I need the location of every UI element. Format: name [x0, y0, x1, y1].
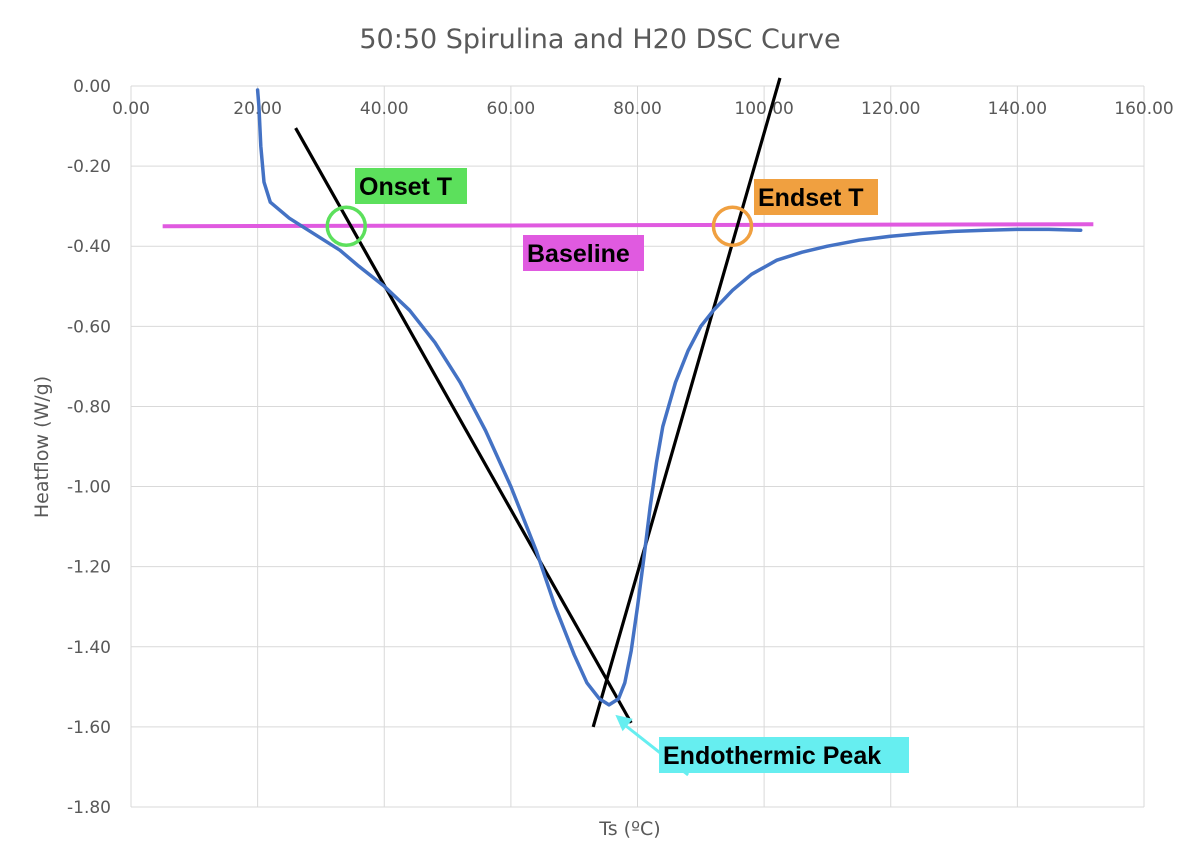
y-tick-labels: 0.00 -0.20 -0.40 -0.60 -0.80 -1.00 -1.20 -1.40 -…	[67, 77, 111, 818]
y-tick-label: -1.20	[67, 558, 111, 578]
x-tick-label: 60.00	[487, 99, 536, 119]
y-tick-label: -1.60	[67, 718, 111, 738]
x-tick-labels: 0.00 20.00 40.00 60.00 80.00 100.00 120.00 140.…	[112, 99, 1174, 119]
y-tick-label: -0.20	[67, 157, 111, 177]
baseline-label: Baseline	[527, 240, 630, 268]
baseline-label-box	[523, 235, 644, 271]
y-tick-label: -0.60	[67, 317, 111, 337]
endothermic-peak-label-box	[659, 737, 909, 773]
x-tick-label: 100.00	[734, 99, 793, 119]
y-gridlines	[131, 85, 1144, 808]
endothermic-peak-label: Endothermic Peak	[663, 742, 881, 770]
endset-label: Endset T	[758, 184, 864, 212]
onset-label: Onset T	[359, 173, 452, 201]
y-tick-label: -0.40	[67, 237, 111, 257]
endset-marker	[711, 205, 754, 247]
endset-label-box	[754, 179, 878, 215]
peak-arrow-head	[615, 714, 633, 732]
x-tick-label: 120.00	[861, 99, 920, 119]
y-tick-label: -1.40	[67, 638, 111, 658]
x-tick-label: 0.00	[112, 99, 150, 119]
series-layer	[255, 88, 1083, 707]
x-gridlines	[130, 86, 1145, 807]
heatflow-series-line	[255, 88, 1083, 707]
x-tick-label: 40.00	[360, 99, 409, 119]
reference-lines	[162, 77, 1094, 728]
chart-title: 50:50 Spirulina and H20 DSC Curve	[359, 24, 840, 55]
endset-tangent-line	[591, 77, 782, 728]
onset-marker	[325, 205, 368, 247]
x-tick-label: 160.00	[1114, 99, 1173, 119]
y-axis-title: Heatflow (W/g)	[31, 376, 53, 518]
baseline-line	[162, 222, 1094, 229]
x-tick-label: 140.00	[988, 99, 1047, 119]
annotation-layer: Onset T Endset T Baseline Endothermic Pe…	[355, 168, 909, 773]
y-tick-label: -0.80	[67, 397, 111, 417]
y-tick-label: -1.80	[67, 798, 111, 818]
x-tick-label: 80.00	[613, 99, 662, 119]
y-tick-label: -1.00	[67, 478, 111, 498]
y-tick-label: 0.00	[73, 77, 111, 97]
x-axis-title: Ts (ºC)	[598, 818, 660, 840]
onset-tangent-line	[294, 127, 633, 724]
onset-label-box	[355, 168, 467, 204]
